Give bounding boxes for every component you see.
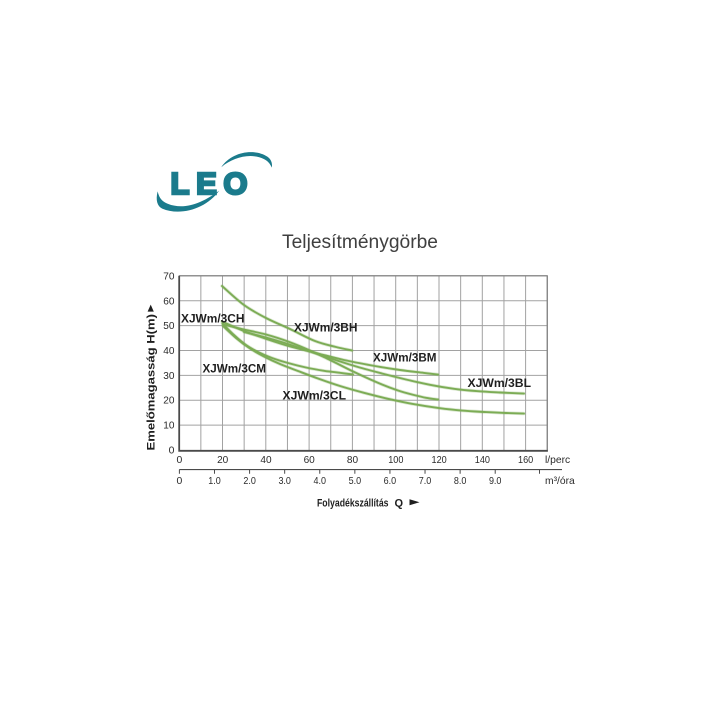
svg-text:80: 80 (347, 455, 358, 466)
svg-text:Folyadékszállítás: Folyadékszállítás (317, 498, 389, 510)
svg-text:2.0: 2.0 (243, 476, 256, 487)
svg-text:XJWm/3BL: XJWm/3BL (468, 376, 532, 390)
svg-text:0: 0 (169, 445, 175, 456)
svg-text:0: 0 (177, 455, 183, 466)
svg-text:6.0: 6.0 (384, 476, 397, 487)
svg-text:60: 60 (163, 296, 174, 307)
svg-text:30: 30 (163, 371, 174, 382)
svg-text:XJWm/3BM: XJWm/3BM (373, 351, 437, 365)
svg-text:XJWm/3CM: XJWm/3CM (203, 362, 267, 376)
svg-text:Emelőmagasság H(m): Emelőmagasság H(m) (146, 314, 158, 451)
svg-text:4.0: 4.0 (314, 476, 327, 487)
svg-text:8.0: 8.0 (454, 476, 467, 487)
svg-text:3.0: 3.0 (278, 476, 291, 487)
svg-text:120: 120 (432, 455, 447, 466)
svg-text:40: 40 (260, 455, 271, 466)
svg-text:60: 60 (304, 455, 315, 466)
svg-text:140: 140 (475, 455, 490, 466)
svg-text:160: 160 (518, 455, 533, 466)
svg-text:Teljesítménygörbe: Teljesítménygörbe (282, 231, 438, 253)
svg-text:1.0: 1.0 (208, 476, 221, 487)
svg-text:LEO: LEO (171, 166, 249, 201)
svg-text:l/perc: l/perc (545, 455, 570, 466)
svg-text:100: 100 (388, 455, 403, 466)
svg-text:5.0: 5.0 (349, 476, 362, 487)
svg-text:XJWm/3BH: XJWm/3BH (294, 320, 358, 334)
svg-text:XJWm/3CH: XJWm/3CH (181, 311, 245, 325)
svg-text:XJWm/3CL: XJWm/3CL (283, 388, 347, 402)
svg-text:50: 50 (163, 321, 174, 332)
svg-text:Q: Q (395, 498, 404, 510)
svg-text:10: 10 (163, 421, 174, 432)
svg-text:m³/óra: m³/óra (545, 476, 575, 487)
svg-text:70: 70 (163, 271, 174, 282)
svg-text:40: 40 (163, 346, 174, 357)
svg-text:20: 20 (217, 455, 228, 466)
svg-text:7.0: 7.0 (419, 476, 432, 487)
svg-text:0: 0 (177, 476, 183, 487)
svg-text:9.0: 9.0 (489, 476, 502, 487)
svg-text:20: 20 (163, 396, 174, 407)
